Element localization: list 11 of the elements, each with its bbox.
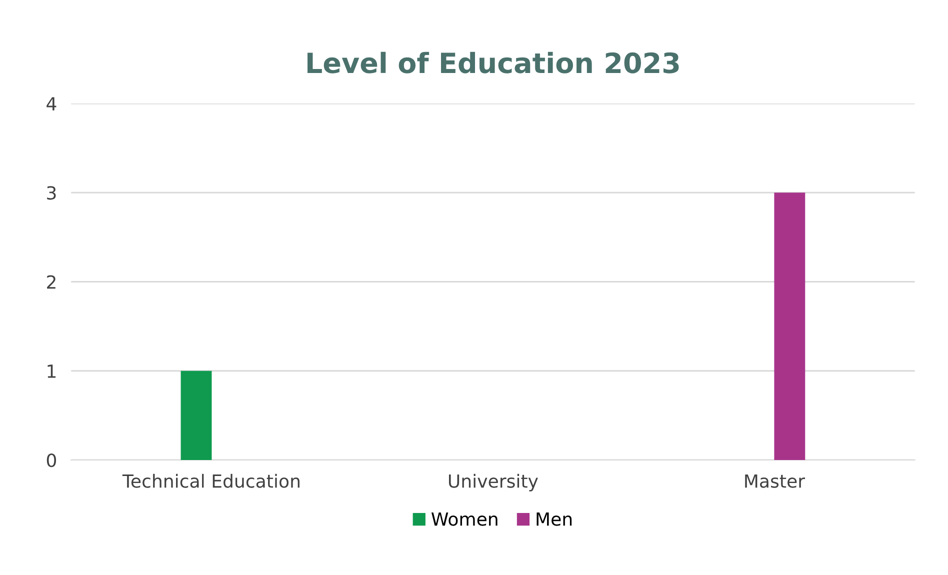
chart-title: Level of Education 2023	[308, 52, 679, 74]
x-tick-label: Technical Education	[122, 474, 300, 488]
y-tick-label: 3	[47, 186, 56, 200]
legend-label: Women	[431, 512, 498, 526]
x-tick-label: University	[448, 474, 538, 492]
legend-label: Men	[536, 512, 572, 526]
y-tick-label: 1	[48, 364, 56, 378]
y-tick-label: 0	[46, 453, 56, 468]
y-tick-label: 4	[46, 97, 56, 110]
y-tick-label: 2	[47, 275, 56, 289]
x-tick-label: Master	[745, 474, 806, 488]
